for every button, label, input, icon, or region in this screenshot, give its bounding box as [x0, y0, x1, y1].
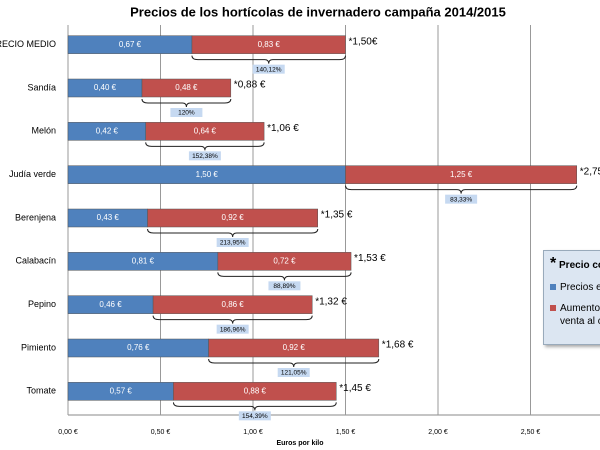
- legend-label: Precios en: [560, 282, 600, 293]
- brace: [141, 98, 232, 108]
- total-label: *1,35 €: [321, 210, 353, 221]
- legend: * Precio co Precios en Aumento venta al c: [543, 250, 600, 345]
- bar-segment: [173, 382, 337, 401]
- brace: [147, 228, 319, 238]
- percent-label: 152,38%: [192, 153, 218, 160]
- total-label: *0,88 €: [234, 80, 266, 91]
- percent-label: 140,12%: [256, 66, 282, 73]
- value-label: 0,57 €: [110, 386, 133, 395]
- x-tick-label: 2,00 €: [428, 429, 448, 436]
- bar-segment: [208, 338, 380, 358]
- brace: [172, 402, 337, 411]
- legend-item: Precios en: [550, 281, 600, 294]
- percent-bg: [216, 238, 249, 247]
- value-label: 0,48 €: [175, 83, 198, 92]
- brace: [191, 55, 346, 64]
- y-tick-label: Judía verde: [9, 169, 56, 179]
- legend-title: Precio co: [559, 260, 600, 271]
- value-label: 1,50 €: [196, 170, 219, 179]
- bar-segment: [141, 78, 232, 98]
- brace: [208, 358, 380, 368]
- bar-segment: [147, 208, 318, 228]
- y-tick-label: PRECIO MEDIO: [0, 39, 56, 49]
- value-label: 0,43 €: [97, 213, 120, 222]
- percent-label: 186,96%: [220, 326, 246, 333]
- percent-bg: [445, 194, 478, 204]
- total-label: *1,32 €: [315, 296, 347, 307]
- percent-bg: [188, 151, 221, 161]
- total-label: *1,06 €: [267, 123, 299, 134]
- value-label: 0,67 €: [119, 40, 142, 49]
- x-tick-label: 1,00 €: [243, 429, 263, 436]
- y-tick-label: Pimiento: [21, 342, 56, 352]
- total-label: *1,50€: [349, 36, 378, 47]
- total-label: *1,68 €: [382, 340, 414, 351]
- brace: [152, 315, 313, 324]
- x-tick-label: 0,50 €: [151, 429, 171, 436]
- bar-segment: [191, 35, 346, 54]
- percent-label: 154,39%: [242, 413, 268, 420]
- legend-label: Aumento venta al c: [560, 303, 600, 327]
- percent-label: 88,89%: [273, 283, 295, 290]
- value-label: 0,42 €: [96, 126, 119, 135]
- y-tick-label: Melón: [31, 126, 56, 136]
- percent-label: 120%: [178, 110, 195, 117]
- chart-title: Precios de los hortícolas de invernadero…: [130, 4, 506, 19]
- brace: [145, 142, 265, 151]
- legend-item: Aumento venta al c: [550, 302, 600, 328]
- percent-bg: [268, 281, 301, 291]
- value-label: 0,88 €: [244, 386, 267, 395]
- value-label: 0,76 €: [127, 343, 150, 352]
- bar-segment: [152, 295, 313, 314]
- percent-bg: [238, 411, 271, 421]
- total-label: *2,75 €: [580, 166, 600, 177]
- y-tick-label: Tomate: [26, 386, 56, 396]
- brace: [345, 185, 578, 194]
- brace: [217, 272, 352, 281]
- value-label: 0,83 €: [258, 40, 281, 49]
- value-label: 1,25 €: [450, 170, 473, 179]
- value-label: 0,81 €: [132, 256, 155, 265]
- y-tick-label: Pepino: [28, 299, 56, 309]
- value-label: 0,92 €: [222, 213, 245, 222]
- y-tick-label: Calabacín: [15, 256, 56, 266]
- x-tick-label: 1,50 €: [336, 429, 356, 436]
- value-label: 0,72 €: [273, 256, 296, 265]
- y-tick-label: Sandía: [27, 82, 56, 92]
- percent-label: 121,05%: [281, 370, 307, 377]
- value-label: 0,86 €: [222, 300, 245, 309]
- value-label: 0,92 €: [283, 343, 306, 352]
- legend-swatch: [550, 305, 556, 311]
- value-label: 0,46 €: [99, 300, 122, 309]
- percent-bg: [216, 324, 249, 334]
- total-label: *1,45 €: [339, 383, 371, 394]
- percent-bg: [252, 64, 285, 74]
- percent-label: 83,33%: [450, 196, 472, 203]
- legend-mark: *: [550, 255, 557, 272]
- value-label: 0,40 €: [94, 83, 117, 92]
- x-tick-label: 2,50 €: [521, 429, 541, 436]
- total-label: *1,53 €: [354, 253, 386, 264]
- bar-segment: [217, 252, 352, 271]
- percent-bg: [277, 368, 310, 377]
- value-label: 0,64 €: [194, 126, 217, 135]
- percent-bg: [170, 108, 203, 117]
- bar-segment: [345, 165, 577, 184]
- y-tick-label: Berenjena: [15, 212, 56, 222]
- x-tick-label: 0,00 €: [58, 429, 78, 436]
- bar-segment: [145, 122, 265, 141]
- legend-swatch: [550, 284, 556, 290]
- percent-label: 213,95%: [220, 240, 246, 247]
- x-axis-label: Euros por kilo: [276, 440, 323, 447]
